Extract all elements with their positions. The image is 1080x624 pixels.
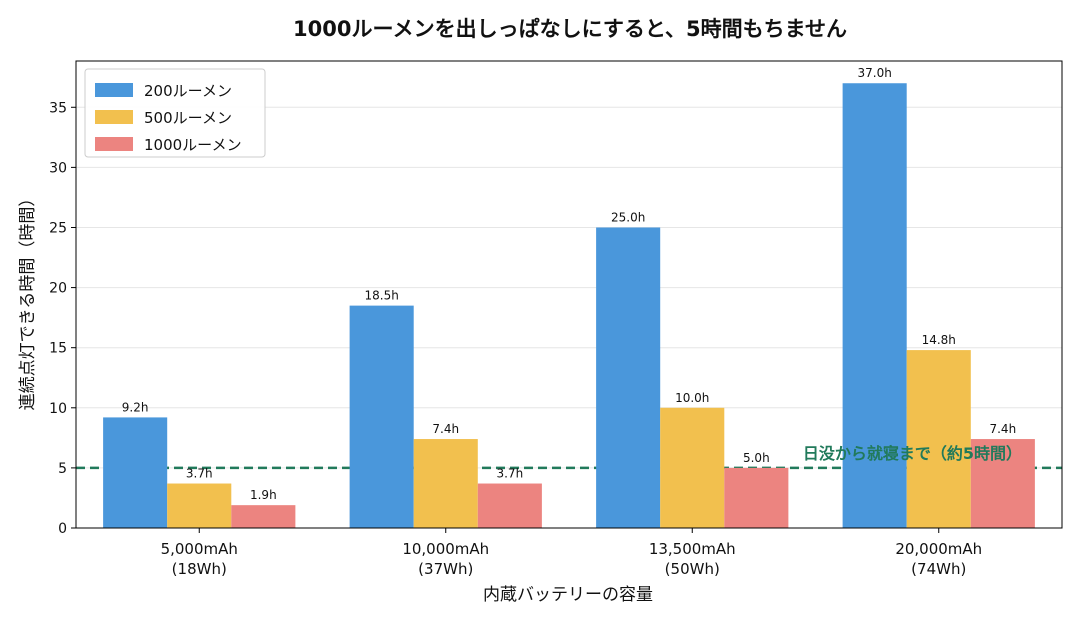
bar xyxy=(231,505,296,528)
y-tick-label: 5 xyxy=(58,461,67,477)
data-label: 18.5h xyxy=(364,289,398,303)
reference-line-label: 日没から就寝まで（約5時間） xyxy=(803,444,1022,463)
data-label: 3.7h xyxy=(496,467,523,481)
y-tick-label: 30 xyxy=(49,160,67,176)
bar xyxy=(660,407,725,528)
bar xyxy=(842,83,907,528)
y-tick-label: 25 xyxy=(49,220,67,236)
bar xyxy=(103,417,168,528)
x-tick-label: (50Wh) xyxy=(665,560,720,578)
x-tick-label: (18Wh) xyxy=(172,560,227,578)
data-label: 7.4h xyxy=(989,422,1016,436)
bar xyxy=(970,439,1035,528)
y-tick-label: 20 xyxy=(49,281,67,297)
data-label: 9.2h xyxy=(122,400,149,414)
data-labels: 9.2h 3.7h 1.9h 18.5h 7.4h 3.7h 25.0h 10.0h 5.0h 3… xyxy=(122,66,1016,502)
bar xyxy=(477,483,542,528)
legend-label: 1000ルーメン xyxy=(144,136,242,154)
bar xyxy=(167,483,232,528)
x-tick-label: 5,000mAh xyxy=(161,540,238,558)
data-label: 3.7h xyxy=(186,467,213,481)
y-tick-label: 35 xyxy=(49,100,67,116)
data-label: 7.4h xyxy=(432,422,459,436)
data-label: 37.0h xyxy=(857,66,891,80)
y-axis-label: 連続点灯できる時間（時間） xyxy=(18,190,38,411)
legend-label: 500ルーメン xyxy=(144,109,232,127)
data-label: 1.9h xyxy=(250,488,277,502)
bar xyxy=(349,305,414,528)
y-tick-label: 15 xyxy=(49,341,67,357)
legend-swatch xyxy=(95,137,133,151)
bar xyxy=(906,350,971,528)
legend-swatch xyxy=(95,110,133,124)
legend-label: 200ルーメン xyxy=(144,82,232,100)
y-axis: 0 5 10 15 20 25 30 35 xyxy=(49,100,76,537)
x-axis-label: 内蔵バッテリーの容量 xyxy=(483,585,653,605)
y-tick-label: 10 xyxy=(49,401,67,417)
plot-frame xyxy=(75,60,1063,529)
x-tick-label: 20,000mAh xyxy=(895,540,982,558)
chart-title: 1000ルーメンを出しっぱなしにすると、5時間もちません xyxy=(293,17,847,41)
x-tick-label: 10,000mAh xyxy=(402,540,489,558)
bar xyxy=(724,467,789,528)
bar xyxy=(413,439,478,528)
x-tick-label: 13,500mAh xyxy=(649,540,736,558)
x-tick-label: (74Wh) xyxy=(911,560,966,578)
y-tick-label: 0 xyxy=(58,521,67,537)
x-tick-label: (37Wh) xyxy=(418,560,473,578)
data-label: 5.0h xyxy=(743,451,770,465)
bar xyxy=(596,227,661,528)
data-label: 25.0h xyxy=(611,210,645,224)
legend-swatch xyxy=(95,83,133,97)
data-label: 10.0h xyxy=(675,391,709,405)
x-axis: 5,000mAh (18Wh) 10,000mAh (37Wh) 13,500mAh (5… xyxy=(161,528,982,578)
legend: 200ルーメン 500ルーメン 1000ルーメン xyxy=(84,68,266,158)
bars xyxy=(103,83,1035,528)
data-label: 14.8h xyxy=(922,333,956,347)
